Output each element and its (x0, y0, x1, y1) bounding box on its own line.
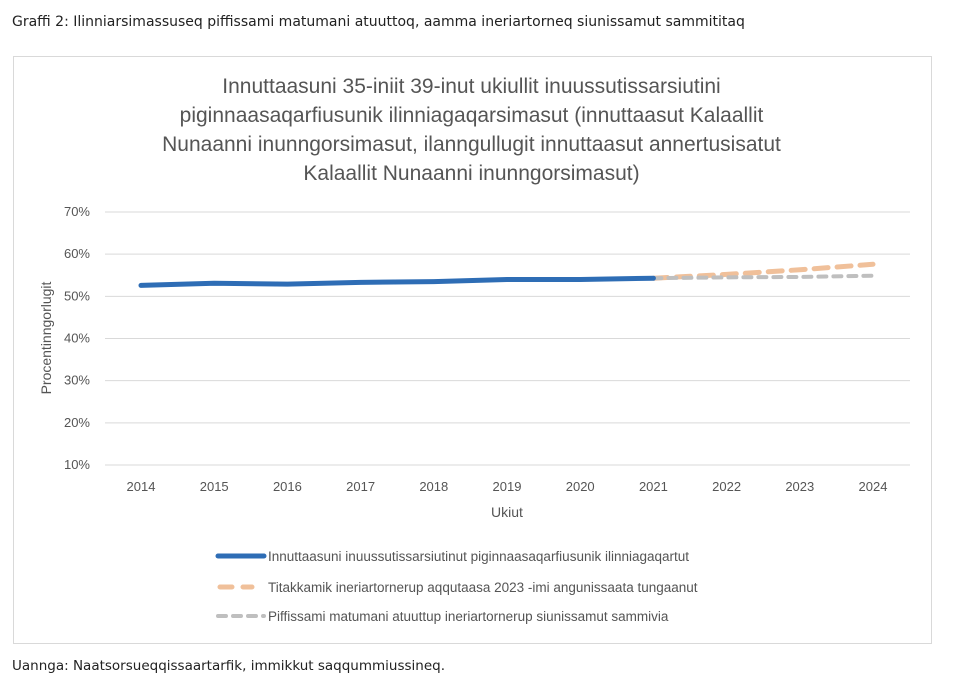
chart-title-line: Nunaanni inunngorsimasut, ilanngullugit … (162, 133, 781, 156)
y-axis-label: Procentinngorlugit (38, 281, 54, 394)
y-tick-label: 60% (64, 246, 90, 261)
y-tick-label: 20% (64, 415, 90, 430)
x-tick-label: 2022 (712, 479, 741, 494)
x-axis-label: Ukiut (491, 504, 523, 520)
chart-title-line: Innuttaasuni 35-iniit 39-inut ukiullit i… (222, 75, 721, 98)
x-tick-label: 2020 (566, 479, 595, 494)
x-tick-label: 2017 (346, 479, 375, 494)
legend-label: Piffissami matumani atuuttup ineriartorn… (268, 609, 669, 624)
chart-title-line: piginnaasaqarfiusunik ilinniagaqarsimasu… (179, 104, 764, 127)
source-note: Uannga: Naatsorsueqqissaartarfik, immikk… (12, 658, 446, 674)
x-tick-label: 2021 (639, 479, 668, 494)
series-line (651, 273, 875, 281)
y-tick-label: 30% (64, 373, 90, 388)
y-tick-label: 50% (64, 288, 90, 303)
legend-label: Innuttaasuni inuussutissarsiutinut pigin… (268, 549, 689, 564)
series-line (138, 275, 656, 288)
chart-frame (13, 56, 932, 644)
legend-label: Titakkamik ineriartornerup aqqutaasa 202… (268, 580, 698, 595)
y-tick-label: 10% (64, 457, 90, 472)
x-tick-label: 2016 (273, 479, 302, 494)
x-tick-label: 2024 (859, 479, 888, 494)
x-tick-label: 2015 (200, 479, 229, 494)
chart-title: Innuttaasuni 35-iniit 39-inut ukiullit i… (13, 72, 930, 188)
figure-caption: Graffi 2: Ilinniarsimassuseq piffissami … (12, 14, 745, 30)
y-tick-label: 70% (64, 204, 90, 219)
chart-title-line: Kalaallit Nunaanni inunngorsimasut) (303, 162, 640, 185)
x-tick-label: 2019 (493, 479, 522, 494)
x-tick-label: 2018 (419, 479, 448, 494)
x-tick-label: 2023 (785, 479, 814, 494)
y-tick-label: 40% (64, 331, 90, 346)
x-tick-label: 2014 (127, 479, 156, 494)
